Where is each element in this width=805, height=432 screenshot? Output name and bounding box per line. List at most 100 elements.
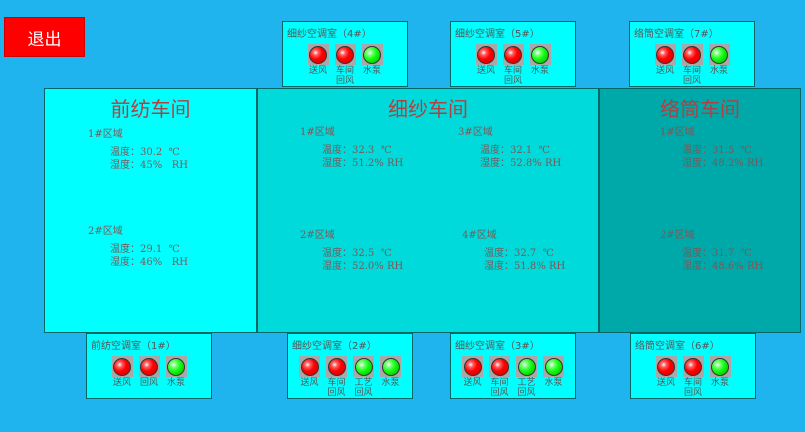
status-lamp: 工艺回风 [516,356,537,398]
status-lamp: 送风 [475,44,497,86]
temperature-value: 温度：32.7 ℃ [484,248,554,259]
lamp-label: 送风 [476,66,495,76]
zone-readout: 2#区域 温度：32.5 ℃ 湿度：52.0% RH [300,229,403,273]
lamp-label: 工艺回风 [354,378,373,398]
workshop-panel: 前纺车间 [44,88,257,333]
zone-readout: 1#区域 温度：30.2 ℃ 湿度：45% RH [88,128,188,172]
status-lamp: 车间回风 [326,356,347,398]
status-light-icon[interactable] [165,356,187,377]
lamp-label: 工艺回风 [517,378,536,398]
status-lamp: 水泵 [380,356,401,398]
status-lamp: 送风 [299,356,320,398]
temperature-value: 温度：31.5 ℃ [682,145,752,156]
status-lamp: 送风 [307,44,329,86]
ac-room-title: 细纱空调室（2#） [292,341,377,352]
status-lamp: 水泵 [543,356,564,398]
humidity-value: 湿度：48.2% RH [682,158,764,169]
status-lamp: 车间回风 [681,44,703,86]
status-light-icon[interactable] [380,356,401,377]
lamp-label: 送风 [112,378,131,388]
temperature-value: 温度：29.1 ℃ [110,244,180,255]
humidity-value: 湿度：46% RH [110,257,189,268]
ac-room-panel: 细纱空调室（5#） 送风 车间回风 水泵 [450,21,576,87]
status-light-icon[interactable] [334,44,356,65]
status-lamp: 水泵 [708,44,730,86]
status-light-icon[interactable] [516,356,537,377]
temperature-value: 温度：32.5 ℃ [322,248,392,259]
status-lamp: 水泵 [529,44,551,86]
ac-room-title: 细纱空调室（3#） [455,341,540,352]
zone-name: 1#区域 [660,127,695,138]
lamp-label: 回风 [139,378,158,388]
lamp-label: 送风 [308,66,327,76]
zone-name: 1#区域 [88,129,123,140]
ac-room-panel: 络筒空调室（7#） 送风 车间回风 水泵 [629,21,755,87]
zone-name: 4#区域 [462,230,497,241]
humidity-value: 湿度：51.8% RH [484,261,566,272]
zone-readout: 4#区域 温度：32.7 ℃ 湿度：51.8% RH [462,229,565,273]
ac-room-title: 络筒空调室（6#） [635,341,720,352]
lamp-label: 车间回风 [503,66,522,86]
humidity-value: 湿度：52.8% RH [480,158,562,169]
zone-readout: 1#区域 温度：32.3 ℃ 湿度：51.2% RH [300,126,403,170]
ac-room-panel: 络筒空调室（6#） 送风 车间回风 水泵 [630,333,756,399]
status-light-icon[interactable] [111,356,133,377]
lamp-label: 水泵 [166,378,185,388]
status-light-icon[interactable] [462,356,483,377]
zone-name: 2#区域 [300,230,335,241]
status-light-icon[interactable] [682,356,704,377]
status-lamp: 工艺回风 [353,356,374,398]
status-light-icon[interactable] [654,44,676,65]
status-lamp: 送风 [111,356,133,388]
lamp-label: 水泵 [381,378,400,388]
status-light-icon[interactable] [138,356,160,377]
status-lamp: 水泵 [361,44,383,86]
humidity-value: 湿度：51.2% RH [322,158,404,169]
status-light-icon[interactable] [543,356,564,377]
ac-room-title: 络筒空调室（7#） [634,29,719,40]
lamp-label: 水泵 [362,66,381,76]
lamp-label: 车间回风 [327,378,346,398]
status-light-icon[interactable] [708,44,730,65]
status-light-icon[interactable] [361,44,383,65]
lamp-label: 送风 [463,378,482,388]
status-light-icon[interactable] [307,44,329,65]
zone-name: 1#区域 [300,127,335,138]
status-light-icon[interactable] [655,356,677,377]
status-lamp: 送风 [462,356,483,398]
status-light-icon[interactable] [709,356,731,377]
status-light-icon[interactable] [489,356,510,377]
humidity-value: 湿度：48.6% RH [682,261,764,272]
status-light-icon[interactable] [353,356,374,377]
status-light-icon[interactable] [299,356,320,377]
status-lamp: 送风 [655,356,677,398]
zone-readout: 1#区域 温度：31.5 ℃ 湿度：48.2% RH [660,126,763,170]
lamp-label: 车间回风 [335,66,354,86]
zone-readout: 3#区域 温度：32.1 ℃ 湿度：52.8% RH [458,126,561,170]
lamp-label: 送风 [655,66,674,76]
status-light-icon[interactable] [475,44,497,65]
lamp-label: 送风 [656,378,675,388]
zone-readout: 2#区域 温度：31.7 ℃ 湿度：48.6% RH [660,229,763,273]
ac-room-title: 细纱空调室（5#） [455,29,540,40]
lamp-label: 车间回风 [490,378,509,398]
ac-room-panel: 细纱空调室（4#） 送风 车间回风 水泵 [282,21,408,87]
workshop-panel: 络筒车间 [599,88,801,333]
status-lamp: 送风 [654,44,676,86]
status-lamp: 车间回风 [682,356,704,398]
status-light-icon[interactable] [326,356,347,377]
status-light-icon[interactable] [529,44,551,65]
zone-name: 3#区域 [458,127,493,138]
ac-room-title: 细纱空调室（4#） [287,29,372,40]
zone-name: 2#区域 [660,230,695,241]
exit-button[interactable]: 退出 [4,17,85,57]
zone-name: 2#区域 [88,226,123,237]
status-lamp: 车间回风 [334,44,356,86]
lamp-label: 水泵 [709,66,728,76]
status-light-icon[interactable] [502,44,524,65]
humidity-value: 湿度：45% RH [110,160,189,171]
status-light-icon[interactable] [681,44,703,65]
ac-room-panel: 细纱空调室（3#） 送风 车间回风 工艺回风 水泵 [450,333,576,399]
status-lamp: 车间回风 [489,356,510,398]
ac-room-panel: 前纺空调室（1#） 送风 回风 水泵 [86,333,212,399]
